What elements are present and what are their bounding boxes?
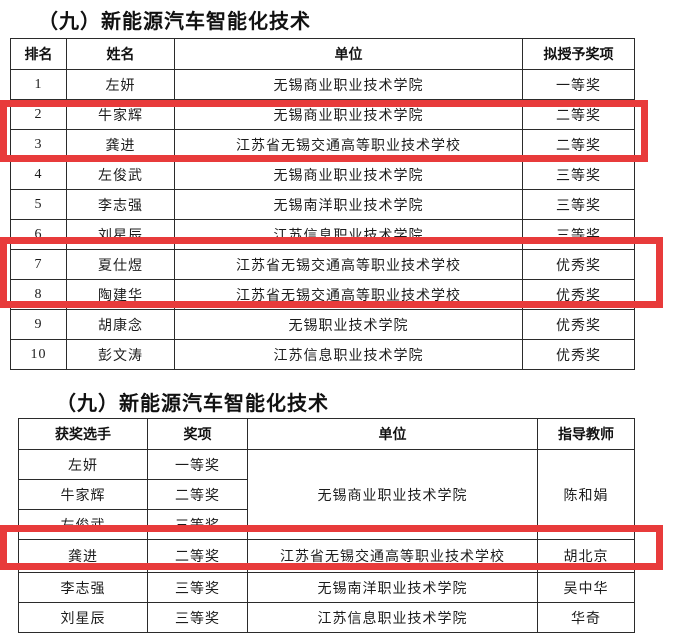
unit-cell: 江苏信息职业技术学院 bbox=[174, 219, 523, 250]
award-cell: 三等奖 bbox=[522, 219, 635, 250]
rank-cell: 6 bbox=[10, 219, 67, 250]
name-cell: 左俊武 bbox=[18, 509, 148, 540]
award-cell: 二等奖 bbox=[522, 129, 635, 160]
award-cell: 三等奖 bbox=[147, 509, 248, 540]
rank-cell: 10 bbox=[10, 339, 67, 370]
name-cell: 胡康念 bbox=[66, 309, 175, 340]
award-cell: 优秀奖 bbox=[522, 279, 635, 310]
award-cell: 三等奖 bbox=[522, 189, 635, 220]
teacher-cell: 吴中华 bbox=[537, 572, 635, 603]
unit-cell: 无锡商业职业技术学院 bbox=[174, 159, 523, 190]
rank-cell: 5 bbox=[10, 189, 67, 220]
name-cell: 左妍 bbox=[66, 69, 175, 100]
award-cell: 二等奖 bbox=[147, 539, 248, 573]
table-row: 7 夏仕煜 江苏省无锡交通高等职业技术学校 优秀奖 bbox=[10, 249, 635, 280]
unit-cell: 无锡商业职业技术学院 bbox=[247, 449, 538, 540]
award-cell: 二等奖 bbox=[522, 99, 635, 130]
table-row: 9 胡康念 无锡职业技术学院 优秀奖 bbox=[10, 309, 635, 340]
table-header-row: 获奖选手 奖项 单位 指导教师 bbox=[18, 418, 635, 450]
table-header-row: 排名 姓名 单位 拟授予奖项 bbox=[10, 38, 635, 70]
award-cell: 一等奖 bbox=[522, 69, 635, 100]
unit-cell: 无锡南洋职业技术学院 bbox=[174, 189, 523, 220]
award-cell: 三等奖 bbox=[522, 159, 635, 190]
unit-cell: 江苏省无锡交通高等职业技术学校 bbox=[174, 279, 523, 310]
table-row: 4 左俊武 无锡商业职业技术学院 三等奖 bbox=[10, 159, 635, 190]
unit-cell: 无锡商业职业技术学院 bbox=[174, 99, 523, 130]
rank-cell: 3 bbox=[10, 129, 67, 160]
name-cell: 彭文涛 bbox=[66, 339, 175, 370]
table-row: 6 刘星辰 江苏信息职业技术学院 三等奖 bbox=[10, 219, 635, 250]
name-cell: 牛家辉 bbox=[18, 479, 148, 510]
award-cell: 优秀奖 bbox=[522, 339, 635, 370]
award-cell: 二等奖 bbox=[147, 479, 248, 510]
name-cell: 左俊武 bbox=[66, 159, 175, 190]
table-row: 左妍 一等奖 无锡商业职业技术学院 陈和娟 bbox=[18, 449, 635, 540]
section-title-2: （九）新能源汽车智能化技术 bbox=[56, 393, 329, 415]
teacher-cell: 胡北京 bbox=[537, 539, 635, 573]
table-row: 1 左妍 无锡商业职业技术学院 一等奖 bbox=[10, 69, 635, 100]
section-title-1: （九）新能源汽车智能化技术 bbox=[38, 11, 311, 33]
award-cell: 三等奖 bbox=[147, 572, 248, 603]
unit-cell: 江苏省无锡交通高等职业技术学校 bbox=[174, 249, 523, 280]
unit-cell: 无锡南洋职业技术学院 bbox=[247, 572, 538, 603]
unit-cell: 江苏省无锡交通高等职业技术学校 bbox=[247, 539, 538, 573]
teacher-cell: 华奇 bbox=[537, 602, 635, 633]
column-header-award: 拟授予奖项 bbox=[522, 38, 635, 70]
table-row: 龚进 二等奖 江苏省无锡交通高等职业技术学校 胡北京 bbox=[18, 539, 635, 573]
winners-teachers-table: 获奖选手 奖项 单位 指导教师 左妍 一等奖 无锡商业职业技术学院 陈和娟 牛家… bbox=[18, 418, 635, 633]
table-row: 刘星辰 三等奖 江苏信息职业技术学院 华奇 bbox=[18, 602, 635, 633]
unit-cell: 无锡商业职业技术学院 bbox=[174, 69, 523, 100]
rank-cell: 1 bbox=[10, 69, 67, 100]
table-row: 10 彭文涛 江苏信息职业技术学院 优秀奖 bbox=[10, 339, 635, 370]
name-cell: 李志强 bbox=[66, 189, 175, 220]
table-row: 牛家辉 二等奖 bbox=[18, 479, 635, 510]
column-header-unit: 单位 bbox=[247, 418, 538, 450]
award-cell: 优秀奖 bbox=[522, 309, 635, 340]
name-cell: 龚进 bbox=[66, 129, 175, 160]
table-row: 2 牛家辉 无锡商业职业技术学院 二等奖 bbox=[10, 99, 635, 130]
teacher-cell: 陈和娟 bbox=[537, 449, 635, 540]
table-row: 李志强 三等奖 无锡南洋职业技术学院 吴中华 bbox=[18, 572, 635, 603]
rank-cell: 4 bbox=[10, 159, 67, 190]
award-cell: 一等奖 bbox=[147, 449, 248, 480]
table-row: 8 陶建华 江苏省无锡交通高等职业技术学校 优秀奖 bbox=[10, 279, 635, 310]
column-header-name: 姓名 bbox=[66, 38, 175, 70]
column-header-award: 奖项 bbox=[147, 418, 248, 450]
rank-cell: 8 bbox=[10, 279, 67, 310]
column-header-unit: 单位 bbox=[174, 38, 523, 70]
name-cell: 龚进 bbox=[18, 539, 148, 573]
name-cell: 陶建华 bbox=[66, 279, 175, 310]
award-cell: 三等奖 bbox=[147, 602, 248, 633]
unit-cell: 江苏省无锡交通高等职业技术学校 bbox=[174, 129, 523, 160]
table-row: 5 李志强 无锡南洋职业技术学院 三等奖 bbox=[10, 189, 635, 220]
name-cell: 牛家辉 bbox=[66, 99, 175, 130]
table-row: 3 龚进 江苏省无锡交通高等职业技术学校 二等奖 bbox=[10, 129, 635, 160]
rank-cell: 2 bbox=[10, 99, 67, 130]
rank-cell: 9 bbox=[10, 309, 67, 340]
column-header-teacher: 指导教师 bbox=[537, 418, 635, 450]
name-cell: 夏仕煜 bbox=[66, 249, 175, 280]
rank-cell: 7 bbox=[10, 249, 67, 280]
unit-cell: 江苏信息职业技术学院 bbox=[247, 602, 538, 633]
name-cell: 刘星辰 bbox=[18, 602, 148, 633]
unit-cell: 江苏信息职业技术学院 bbox=[174, 339, 523, 370]
name-cell: 左妍 bbox=[18, 449, 148, 480]
unit-cell: 无锡职业技术学院 bbox=[174, 309, 523, 340]
name-cell: 刘星辰 bbox=[66, 219, 175, 250]
award-cell: 优秀奖 bbox=[522, 249, 635, 280]
name-cell: 李志强 bbox=[18, 572, 148, 603]
proposed-awards-table: 排名 姓名 单位 拟授予奖项 1 左妍 无锡商业职业技术学院 一等奖 2 牛家辉… bbox=[10, 38, 635, 370]
column-header-rank: 排名 bbox=[10, 38, 67, 70]
column-header-winner: 获奖选手 bbox=[18, 418, 148, 450]
